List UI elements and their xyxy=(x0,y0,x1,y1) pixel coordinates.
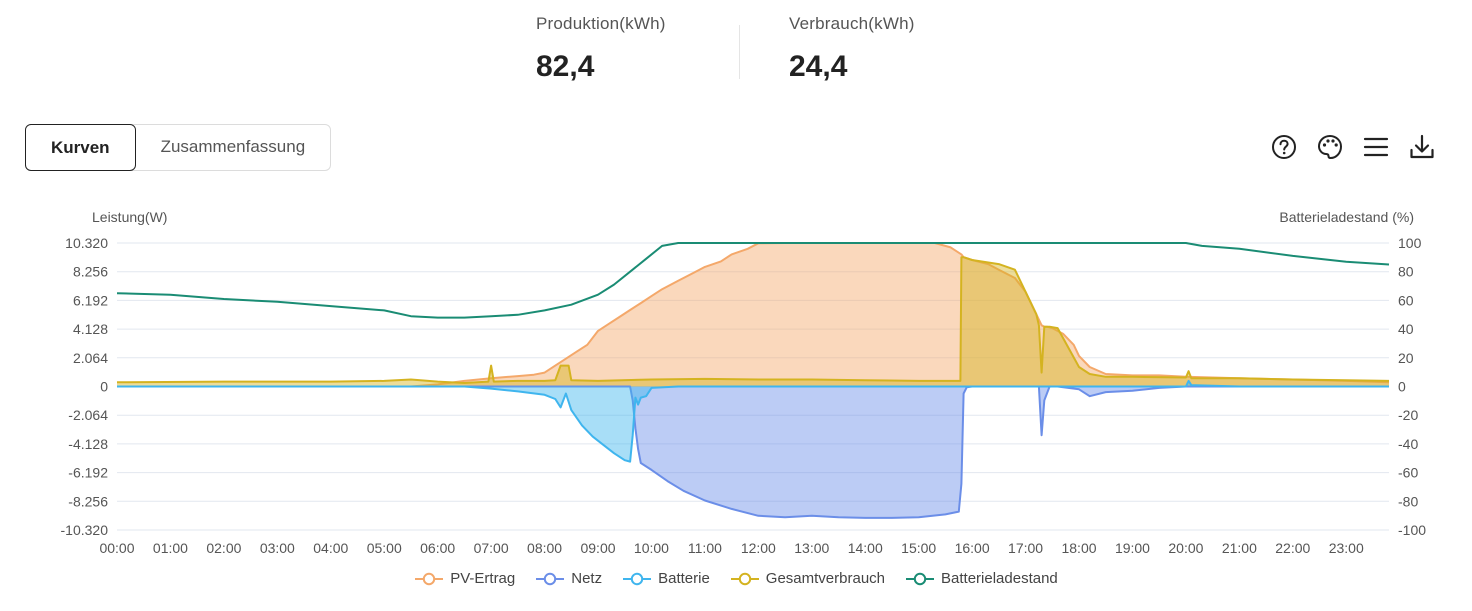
x-tick-label: 18:00 xyxy=(1061,540,1096,556)
x-tick-label: 09:00 xyxy=(580,540,615,556)
legend-marker-icon xyxy=(415,572,444,585)
x-tick-label: 19:00 xyxy=(1115,540,1150,556)
x-tick-label: 13:00 xyxy=(794,540,829,556)
x-tick-label: 00:00 xyxy=(99,540,134,556)
y-tick-label-left: 0 xyxy=(100,379,108,395)
series-line-netz xyxy=(117,385,1389,519)
legend-label: PV-Ertrag xyxy=(450,570,516,587)
x-tick-label: 07:00 xyxy=(474,540,509,556)
legend-label: Gesamtverbrauch xyxy=(765,570,886,587)
y-axis-title-right: Batterieladestand (%) xyxy=(1279,209,1414,225)
production-value: 82,4 xyxy=(536,50,595,83)
y-tick-label-left: 2.064 xyxy=(73,350,108,366)
y-tick-label-left: -4.128 xyxy=(68,436,108,452)
x-tick-label: 16:00 xyxy=(955,540,990,556)
y-tick-label-left: 10.320 xyxy=(65,235,108,251)
chart-toolbar xyxy=(1270,133,1436,161)
legend-item-pv-ertrag[interactable]: PV-Ertrag xyxy=(414,570,515,587)
legend-marker-icon xyxy=(906,572,935,585)
x-tick-label: 12:00 xyxy=(741,540,776,556)
y-tick-label-right: 100 xyxy=(1398,235,1422,251)
consumption-label: Verbrauch(kWh) xyxy=(789,14,915,33)
series-area-netz xyxy=(117,386,1389,518)
view-tabs: Kurven Zusammenfassung xyxy=(25,124,332,171)
legend-marker-icon xyxy=(730,572,759,585)
y-tick-label-left: -6.192 xyxy=(68,465,108,481)
x-tick-label: 02:00 xyxy=(206,540,241,556)
y-tick-label-right: 40 xyxy=(1398,321,1414,337)
x-tick-label: 08:00 xyxy=(527,540,562,556)
series-line-batterie xyxy=(117,379,1389,463)
menu-icon[interactable] xyxy=(1362,133,1390,161)
x-tick-label: 21:00 xyxy=(1222,540,1257,556)
help-icon[interactable] xyxy=(1270,133,1298,161)
x-tick-label: 10:00 xyxy=(634,540,669,556)
download-icon[interactable] xyxy=(1408,133,1436,161)
palette-icon[interactable] xyxy=(1316,133,1344,161)
x-tick-label: 23:00 xyxy=(1329,540,1364,556)
tab-kurven[interactable]: Kurven xyxy=(25,124,136,171)
legend-item-gesamtverbrauch[interactable]: Gesamtverbrauch xyxy=(730,570,885,587)
y-tick-label-right: -40 xyxy=(1398,436,1418,452)
y-tick-label-right: 0 xyxy=(1398,379,1406,395)
consumption-stat: Verbrauch(kWh) 24,4 xyxy=(789,14,915,84)
legend-item-netz[interactable]: Netz xyxy=(535,570,602,587)
y-tick-label-right: 60 xyxy=(1398,292,1414,308)
x-tick-label: 01:00 xyxy=(153,540,188,556)
tab-zusammenfassung[interactable]: Zusammenfassung xyxy=(160,136,306,156)
x-tick-label: 22:00 xyxy=(1275,540,1310,556)
y-tick-label-left: 8.256 xyxy=(73,264,108,280)
x-tick-label: 15:00 xyxy=(901,540,936,556)
y-tick-label-right: -20 xyxy=(1398,407,1418,423)
x-tick-label: 04:00 xyxy=(313,540,348,556)
x-tick-label: 11:00 xyxy=(688,540,722,556)
energy-chart: 10.320 100 8.256 80 6.192 60 4.128 40 2.064 20 0 0 -… xyxy=(61,209,1427,556)
y-tick-label-right: -80 xyxy=(1398,493,1418,509)
x-tick-label: 20:00 xyxy=(1168,540,1203,556)
y-axis-title-left: Leistung(W) xyxy=(92,209,167,225)
legend-item-batterie[interactable]: Batterie xyxy=(622,570,710,587)
x-tick-label: 14:00 xyxy=(848,540,883,556)
y-tick-label-left: 6.192 xyxy=(73,292,108,308)
y-tick-label-right: 80 xyxy=(1398,264,1414,280)
legend-label: Batterieladestand xyxy=(941,570,1058,587)
series-line-batterieladestand xyxy=(116,242,1390,319)
production-label: Produktion(kWh) xyxy=(536,14,666,33)
x-tick-label: 06:00 xyxy=(420,540,455,556)
series-line-gesamtverbrauch xyxy=(116,256,1390,384)
y-tick-label-right: 20 xyxy=(1398,350,1414,366)
legend-label: Batterie xyxy=(658,570,710,587)
legend-marker-icon xyxy=(623,572,652,585)
legend-marker-icon xyxy=(536,572,565,585)
production-stat: Produktion(kWh) 82,4 xyxy=(536,14,666,84)
chart-legend: PV-Ertrag Netz Batterie Gesamtverbrauch … xyxy=(0,570,1472,587)
x-tick-label: 03:00 xyxy=(260,540,295,556)
y-tick-label-left: -10.320 xyxy=(61,522,109,538)
y-tick-label-left: -2.064 xyxy=(68,407,108,423)
stat-divider xyxy=(739,25,740,79)
y-tick-label-left: 4.128 xyxy=(73,321,108,337)
legend-label: Netz xyxy=(571,570,603,587)
y-tick-label-left: -8.256 xyxy=(68,493,108,509)
x-tick-label: 05:00 xyxy=(367,540,402,556)
consumption-value: 24,4 xyxy=(789,50,848,83)
x-tick-label: 17:00 xyxy=(1008,540,1043,556)
y-tick-label-right: -100 xyxy=(1398,522,1426,538)
y-tick-label-right: -60 xyxy=(1398,465,1418,481)
series-area-pv-ertrag xyxy=(117,243,1389,387)
legend-item-batterieladestand[interactable]: Batterieladestand xyxy=(905,570,1058,587)
